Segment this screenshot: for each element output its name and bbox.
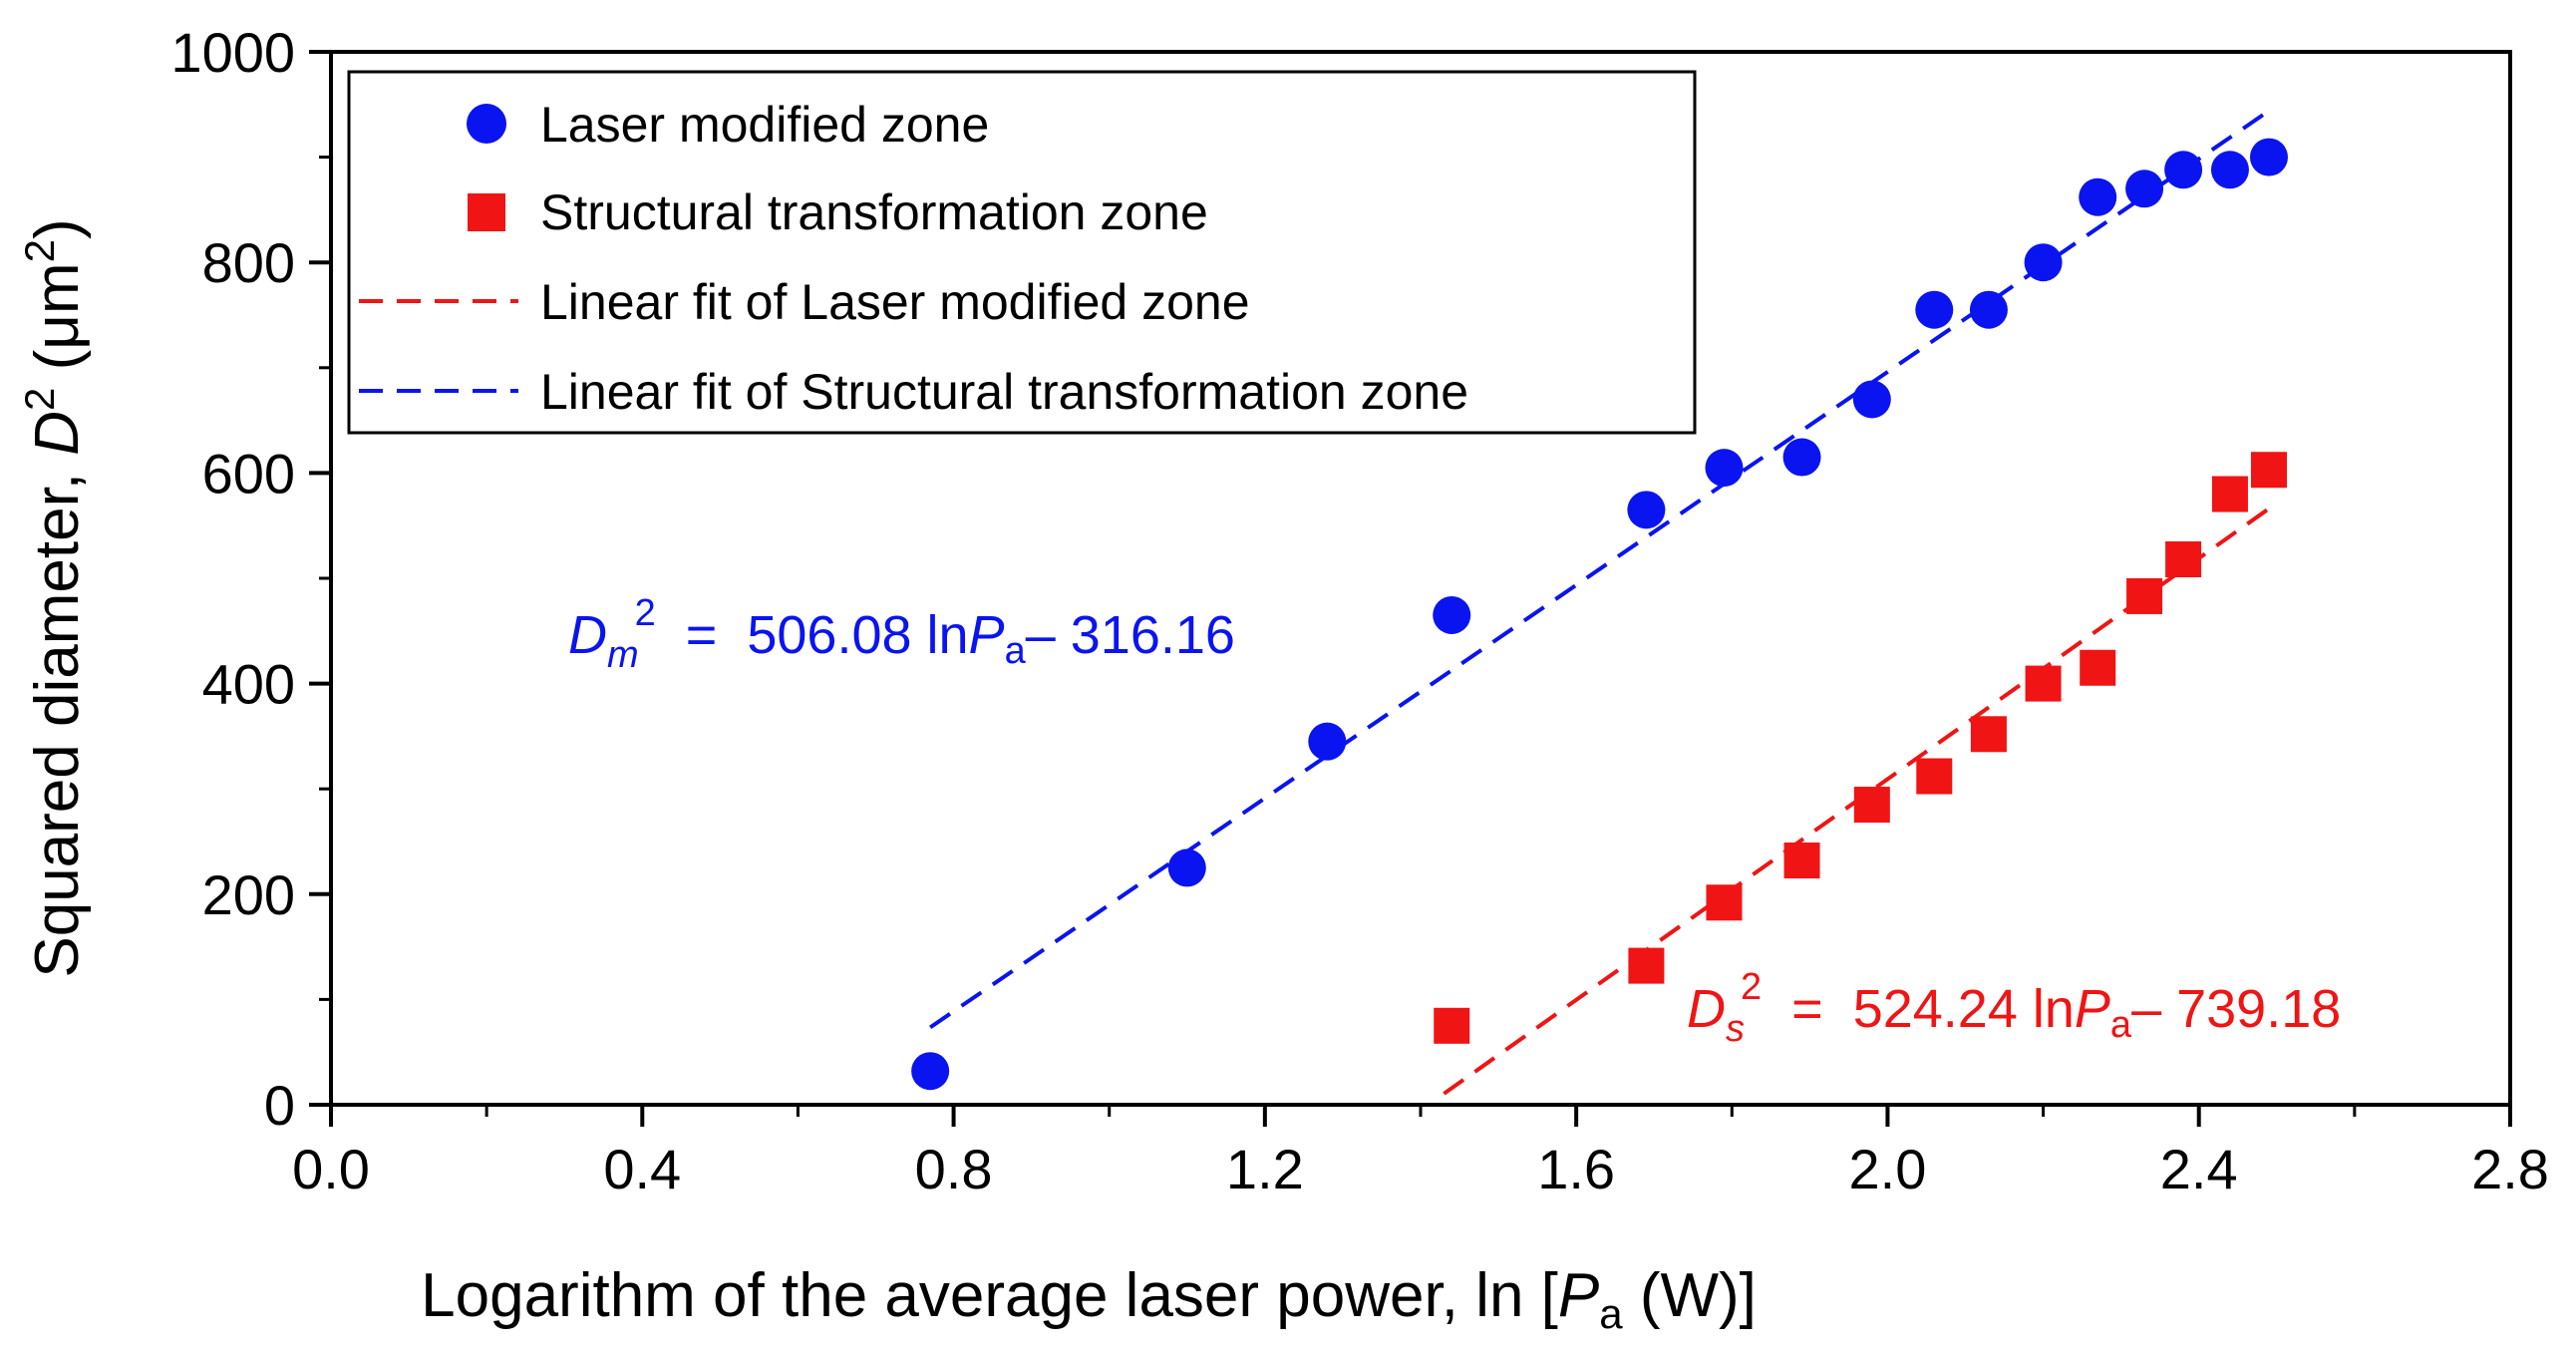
equation-blue: Dm2 = 506.08 lnPa– 316.16 (568, 592, 1235, 676)
x-axis-title-unit: (W)] (1623, 1261, 1757, 1330)
x-tick-label: 1.2 (1226, 1138, 1304, 1200)
eq-blue-var: D (568, 605, 607, 665)
y-tick-label: 200 (202, 863, 295, 926)
legend-marker-structural (468, 193, 505, 231)
point-structural (2211, 476, 2248, 512)
eq-red-psub: a (2110, 1004, 2132, 1046)
y-axis-title-unit-close: ) (23, 218, 92, 239)
data-points (911, 138, 2288, 1091)
eq-red-var: D (1687, 979, 1726, 1039)
y-tick-label: 800 (202, 231, 295, 294)
eq-blue-middle: = 506.08 ln (656, 605, 969, 665)
point-laser-modified (1627, 491, 1666, 529)
legend-box (347, 70, 1697, 435)
x-tick-label: 2.4 (2160, 1138, 2238, 1200)
legend-label-fit-structural: Linear fit of Structural transformation … (540, 364, 1468, 420)
y-axis-title: Squared diameter, D2 (μm2) (16, 218, 92, 977)
point-structural (1628, 947, 1665, 984)
point-structural (1706, 884, 1743, 921)
x-tick-label: 1.6 (1537, 1138, 1615, 1200)
eq-blue-pvar: P (969, 605, 1005, 665)
x-tick-label: 0.0 (292, 1138, 370, 1200)
point-laser-modified (2024, 243, 2063, 282)
legend-label-laser-modified: Laser modified zone (540, 97, 989, 153)
y-axis-title-main: Squared diameter, (23, 456, 92, 978)
point-laser-modified (2210, 151, 2249, 189)
eq-blue-psub: a (1005, 630, 1027, 672)
point-structural (1434, 1007, 1470, 1044)
legend: Laser modified zone Structural transform… (347, 70, 1697, 435)
point-laser-modified (1433, 595, 1471, 634)
point-laser-modified (1167, 849, 1206, 887)
y-tick-label: 1000 (170, 21, 295, 84)
point-structural (2126, 577, 2163, 614)
point-laser-modified (911, 1052, 950, 1091)
point-structural (2165, 540, 2202, 577)
point-structural (1970, 716, 2007, 753)
point-laser-modified (1782, 438, 1821, 477)
plot-frame (329, 50, 2512, 1107)
point-laser-modified (2249, 138, 2288, 176)
point-structural (2025, 665, 2062, 702)
legend-label-fit-laser: Linear fit of Laser modified zone (540, 274, 1250, 330)
axis-ticks: 0.0 0.4 0.8 1.2 1.6 2.0 2.4 2.8 0 200 400 600 800 100… (170, 21, 2549, 1200)
equation-red: Ds2 = 524.24 lnPa– 739.18 (1687, 966, 2341, 1050)
point-laser-modified (1915, 290, 1954, 329)
x-axis-title-main: Logarithm of the average laser power, ln… (421, 1261, 1558, 1330)
fit-line-1 (929, 109, 2271, 1030)
point-structural (1916, 758, 1953, 795)
point-structural (2080, 649, 2116, 686)
eq-blue-sub: m (607, 634, 639, 676)
y-tick-label: 600 (202, 442, 295, 505)
x-axis-title: Logarithm of the average laser power, ln… (421, 1261, 1757, 1337)
point-laser-modified (1852, 380, 1891, 419)
y-axis-title-var: D (23, 411, 92, 456)
eq-red-sub: s (1726, 1008, 1745, 1050)
point-laser-modified (1308, 722, 1347, 761)
y-axis-title-sup: 2 (16, 388, 63, 411)
x-tick-label: 2.0 (1848, 1138, 1926, 1200)
eq-red-tail: – 739.18 (2131, 979, 2341, 1039)
x-tick-label: 2.8 (2471, 1138, 2549, 1200)
legend-marker-laser-modified (467, 104, 506, 144)
eq-red-pvar: P (2075, 979, 2110, 1039)
x-tick-label: 0.8 (915, 1138, 993, 1200)
x-axis-title-sub: a (1599, 1290, 1623, 1337)
x-tick-label: 0.4 (603, 1138, 681, 1200)
point-structural (1853, 787, 1890, 824)
point-laser-modified (1969, 290, 2008, 329)
eq-red-sup: 2 (1741, 966, 1762, 1008)
point-laser-modified (2125, 170, 2164, 208)
point-laser-modified (1705, 449, 1744, 488)
eq-blue-sup: 2 (635, 592, 656, 634)
point-laser-modified (2079, 177, 2117, 216)
y-axis-title-unit-sup: 2 (16, 239, 63, 262)
eq-blue-tail: – 316.16 (1026, 605, 1235, 665)
y-tick-label: 400 (202, 653, 295, 716)
legend-label-structural: Structural transformation zone (540, 184, 1208, 240)
y-axis-title-unit-open: (μm (23, 262, 92, 387)
x-axis-title-var: P (1558, 1261, 1599, 1330)
y-tick-label: 0 (264, 1074, 295, 1137)
point-structural (2250, 452, 2287, 489)
point-laser-modified (2164, 151, 2203, 189)
point-structural (1783, 843, 1820, 879)
eq-red-middle: = 524.24 ln (1762, 979, 2075, 1039)
